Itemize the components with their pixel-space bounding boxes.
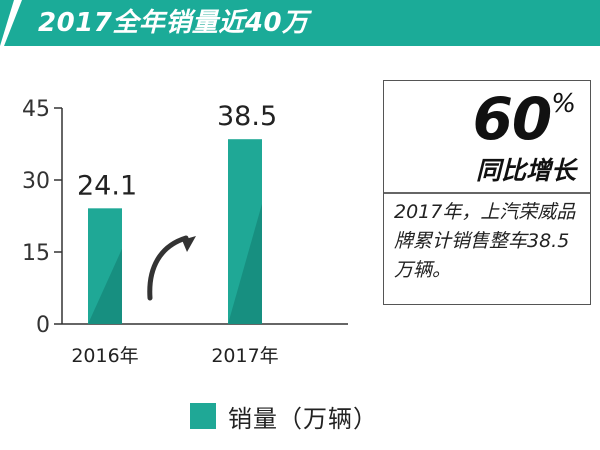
- growth-label: 同比增长: [475, 156, 576, 185]
- page-title: 2017全年销量近40万: [38, 8, 309, 38]
- y-tick-label: 15: [22, 241, 50, 266]
- data-label: 24.1: [77, 170, 137, 201]
- chart-labels: 24.1 2016年 38.5 2017年: [71, 101, 278, 367]
- data-label: 38.5: [217, 101, 277, 132]
- growth-number: 60: [472, 85, 553, 153]
- bar-shade: [228, 203, 262, 324]
- chart-legend: 销量（万辆）: [190, 398, 378, 434]
- y-tick-label: 45: [22, 97, 50, 122]
- growth-percent-sign: %: [551, 89, 576, 119]
- growth-figure: 60%: [473, 87, 576, 151]
- bar-chart: 0 15 30 45 24.1 2016年 38.5 2017年: [22, 97, 348, 367]
- x-tick-label: 2017年: [211, 345, 278, 367]
- chart-bars: [88, 139, 262, 324]
- banner-background: [0, 0, 600, 46]
- legend-label: 销量（万辆）: [228, 404, 378, 433]
- x-tick-label: 2016年: [71, 345, 138, 367]
- callout-divider: [384, 192, 590, 194]
- y-tick-label: 30: [22, 169, 50, 194]
- chart-axes: 0 15 30 45: [22, 97, 348, 338]
- legend-swatch: [190, 403, 216, 429]
- growth-arrow-icon: [147, 235, 196, 301]
- header-banner: 2017全年销量近40万: [0, 0, 600, 46]
- growth-callout: 60% 同比增长 2017年，上汽荣威品牌累计销售整车38.5万辆。: [383, 80, 591, 305]
- y-tick-label: 0: [36, 313, 50, 338]
- callout-description: 2017年，上汽荣威品牌累计销售整车38.5万辆。: [394, 201, 576, 281]
